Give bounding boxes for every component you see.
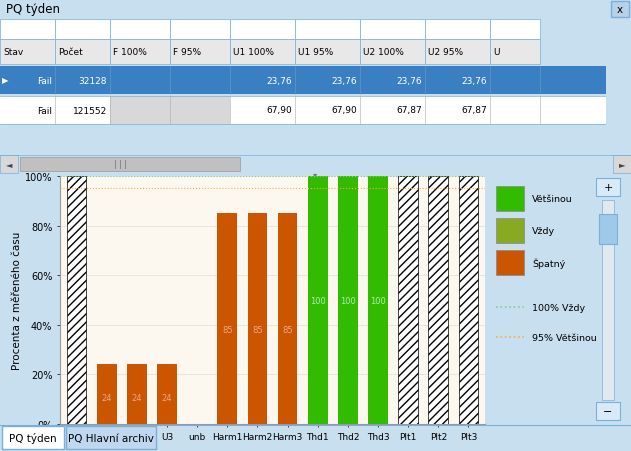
Bar: [0, 67, 606, 95]
Text: 67,87: 67,87: [461, 106, 487, 115]
Text: 24: 24: [162, 393, 172, 402]
Bar: [0, 156, 18, 174]
Bar: [338, 177, 358, 424]
Text: 100% Vždy: 100% Vždy: [532, 303, 585, 312]
Text: +: +: [603, 183, 613, 193]
Bar: [599, 215, 617, 244]
Bar: [247, 214, 267, 424]
Text: 23,76: 23,76: [331, 76, 357, 85]
Bar: [496, 219, 524, 244]
Bar: [490, 20, 540, 40]
Text: 23,76: 23,76: [266, 76, 292, 85]
Text: 23,76: 23,76: [461, 76, 487, 85]
Text: −: −: [603, 406, 613, 416]
Text: Většinou: Většinou: [532, 194, 573, 203]
Bar: [611, 2, 629, 18]
Text: U2 100%: U2 100%: [363, 48, 404, 57]
Text: PQ týden: PQ týden: [6, 4, 60, 17]
Bar: [66, 426, 156, 449]
Bar: [110, 20, 170, 40]
Bar: [360, 20, 425, 40]
Text: Fail: Fail: [37, 106, 52, 115]
Text: U1 100%: U1 100%: [233, 48, 274, 57]
Text: U: U: [493, 48, 500, 57]
Bar: [295, 40, 360, 65]
Bar: [360, 40, 425, 65]
Text: 121552: 121552: [73, 106, 107, 115]
Text: F 95%: F 95%: [173, 48, 201, 57]
Bar: [613, 156, 631, 174]
Bar: [55, 20, 110, 40]
Bar: [398, 177, 418, 424]
Bar: [425, 40, 490, 65]
Bar: [230, 20, 295, 40]
Text: Vždy: Vždy: [532, 226, 555, 235]
Bar: [0, 20, 55, 40]
Bar: [97, 365, 117, 424]
Bar: [428, 177, 448, 424]
Text: 95% Většinou: 95% Většinou: [532, 333, 597, 342]
Bar: [496, 187, 524, 211]
Text: PQ Hlavní archiv: PQ Hlavní archiv: [68, 433, 154, 443]
Bar: [295, 20, 360, 40]
Bar: [0, 97, 606, 125]
Text: 24: 24: [132, 393, 142, 402]
Bar: [20, 158, 240, 172]
Bar: [218, 214, 237, 424]
Bar: [596, 402, 620, 420]
Text: Stav: Stav: [3, 48, 23, 57]
Bar: [278, 214, 297, 424]
Bar: [496, 251, 524, 276]
Bar: [170, 97, 230, 125]
Bar: [110, 40, 170, 65]
Text: 85: 85: [222, 325, 233, 334]
Text: U2 95%: U2 95%: [428, 48, 463, 57]
Text: 67,87: 67,87: [396, 106, 422, 115]
Text: 67,90: 67,90: [331, 106, 357, 115]
Text: 23,76: 23,76: [396, 76, 422, 85]
Text: 100: 100: [310, 296, 326, 305]
Text: Fail: Fail: [37, 76, 52, 85]
Bar: [308, 177, 327, 424]
Bar: [596, 179, 620, 197]
Text: U1 95%: U1 95%: [298, 48, 333, 57]
Text: ►: ►: [619, 160, 625, 169]
Text: 100: 100: [370, 296, 386, 305]
Bar: [230, 40, 295, 65]
Text: 24: 24: [102, 393, 112, 402]
Bar: [55, 40, 110, 65]
Text: 67,90: 67,90: [266, 106, 292, 115]
Bar: [459, 177, 478, 424]
Bar: [425, 20, 490, 40]
Bar: [170, 20, 230, 40]
Text: PQ týden: PQ týden: [9, 433, 57, 443]
Text: ◄: ◄: [6, 160, 12, 169]
Bar: [0, 40, 55, 65]
Text: ▶: ▶: [2, 76, 8, 85]
Text: 32128: 32128: [78, 76, 107, 85]
Bar: [369, 177, 388, 424]
Bar: [490, 40, 540, 65]
Bar: [127, 365, 146, 424]
Bar: [2, 426, 64, 449]
Text: Počet: Počet: [58, 48, 83, 57]
Text: x: x: [617, 5, 623, 15]
Text: 85: 85: [282, 325, 293, 334]
Bar: [67, 177, 86, 424]
Text: ▾: ▾: [314, 170, 317, 179]
Text: Špatný: Špatný: [532, 258, 565, 268]
Text: F 100%: F 100%: [113, 48, 147, 57]
Bar: [170, 40, 230, 65]
Bar: [157, 365, 177, 424]
Y-axis label: Procenta z měřeného času: Procenta z měřeného času: [12, 231, 22, 369]
Bar: [110, 97, 170, 125]
Text: 100: 100: [340, 296, 356, 305]
Bar: [602, 201, 614, 400]
Text: 85: 85: [252, 325, 262, 334]
